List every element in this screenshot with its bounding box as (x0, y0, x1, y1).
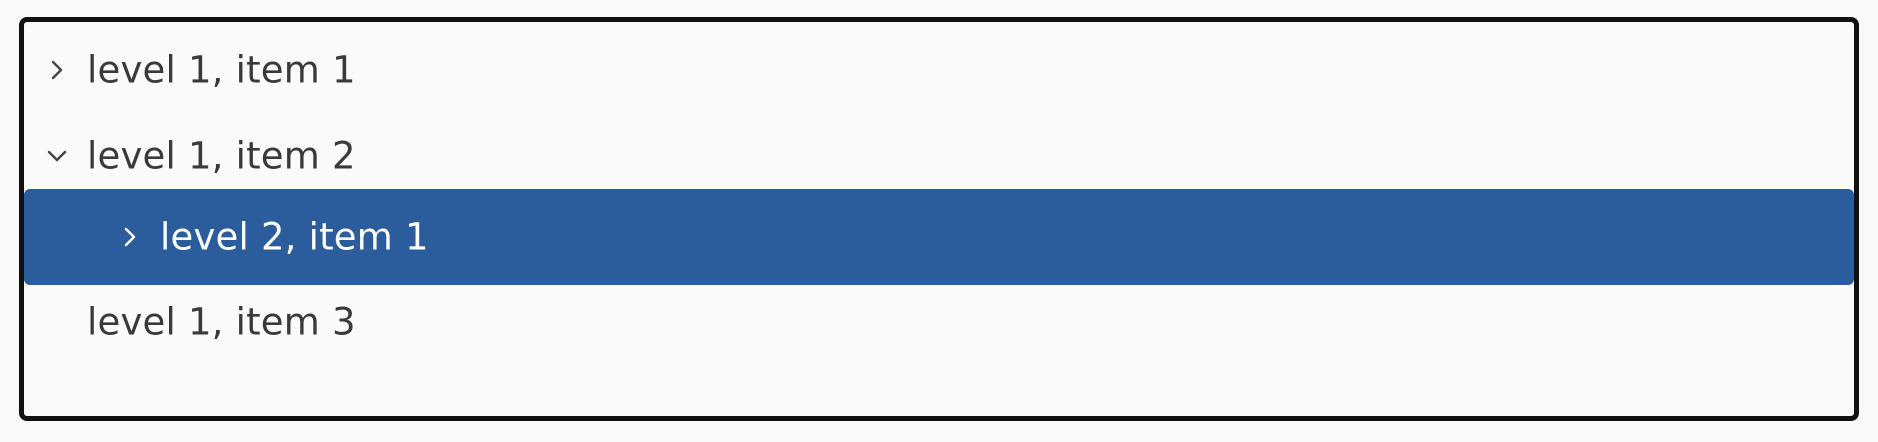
tree-item-level1-item2[interactable]: level 1, item 2 (24, 108, 1854, 204)
chevron-down-icon[interactable] (46, 145, 68, 167)
tree-item-label: level 1, item 3 (87, 300, 356, 344)
tree-view: level 1, item 1 level 1, item 2 level 2,… (19, 17, 1859, 421)
tree-item-label: level 1, item 1 (87, 48, 356, 92)
chevron-right-icon[interactable] (46, 59, 68, 81)
chevron-right-icon[interactable] (119, 226, 141, 248)
tree-item-label: level 2, item 1 (160, 215, 429, 259)
tree-item-level2-item1[interactable]: level 2, item 1 (24, 189, 1854, 285)
tree-item-level1-item1[interactable]: level 1, item 1 (24, 22, 1854, 118)
tree-item-level1-item3[interactable]: level 1, item 3 (24, 274, 1854, 370)
tree-item-label: level 1, item 2 (87, 134, 356, 178)
